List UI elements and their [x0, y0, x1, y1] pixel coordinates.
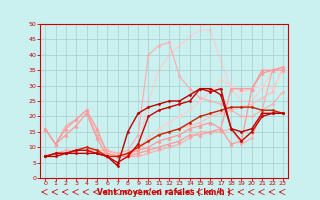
X-axis label: Vent moyen/en rafales ( km/h ): Vent moyen/en rafales ( km/h )	[97, 188, 231, 197]
